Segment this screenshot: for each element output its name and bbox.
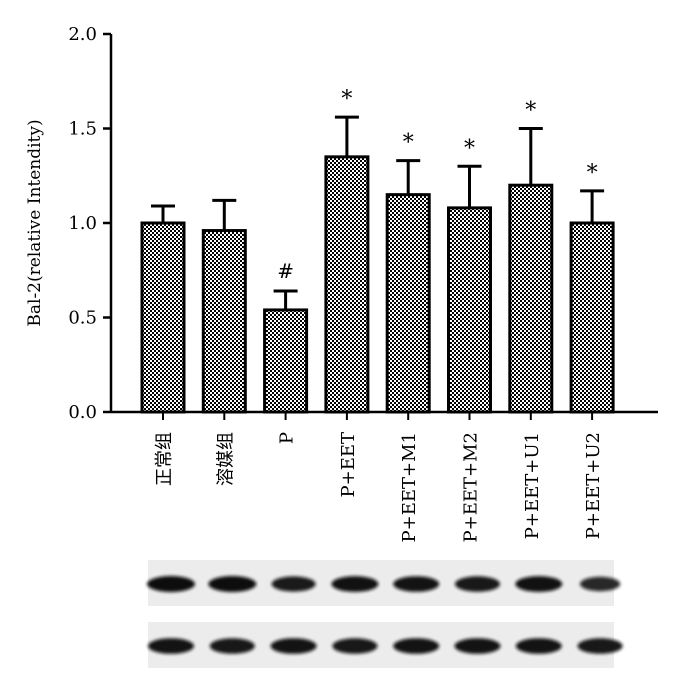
significance-annotation: * [341,87,352,112]
blot-band [393,638,440,654]
bar [140,221,186,414]
blot-band [515,638,562,654]
bar [201,229,247,414]
blot-band [577,638,623,654]
x-tick-label: P+EET [338,432,359,497]
x-tick-label: P+EET+U1 [522,432,543,539]
y-tick-label: 1.5 [68,119,97,140]
blot-band [454,576,501,592]
blot-band [209,638,255,654]
blot-band [270,638,317,654]
x-tick-label: 溶媒组 [215,432,236,486]
blot-band [147,638,195,654]
blot-band [331,576,379,592]
significance-annotation: # [277,259,294,283]
blot-band [271,576,316,592]
significance-annotation: * [587,161,598,186]
bar [324,155,370,414]
blot-band [332,638,378,654]
significance-annotation: * [403,131,414,156]
x-tick-label: P+EET+M2 [461,432,482,542]
y-tick-label: 0.0 [68,402,97,423]
bar [263,308,309,414]
blot-band [579,576,621,592]
x-tick-label: P+EET+U2 [583,432,604,539]
x-tick-label: P+EET+M1 [399,432,420,542]
bar [508,183,554,414]
bar [385,193,431,414]
significance-annotation: * [464,136,475,161]
plot-area: 0.0 0.5 1.0 1.5 2.0 正常组 溶媒组 # P * P+EET * P+EET+M1 * P… [68,24,658,542]
blot-band [515,576,563,592]
y-axis-label: Bal-2(relative Intendity) [25,119,45,326]
bar [447,206,492,414]
blot-band [147,576,195,592]
significance-annotation: * [525,99,536,124]
y-tick-label: 2.0 [68,24,97,45]
x-tick-label: P [277,432,298,444]
y-tick-label: 0.5 [68,308,97,329]
bar [569,221,615,414]
blot-band [393,576,440,592]
blot-band [208,576,257,592]
blot-band [454,638,501,654]
western-blot [147,560,623,668]
x-tick-label: 正常组 [154,432,175,486]
y-tick-label: 1.0 [68,213,97,234]
